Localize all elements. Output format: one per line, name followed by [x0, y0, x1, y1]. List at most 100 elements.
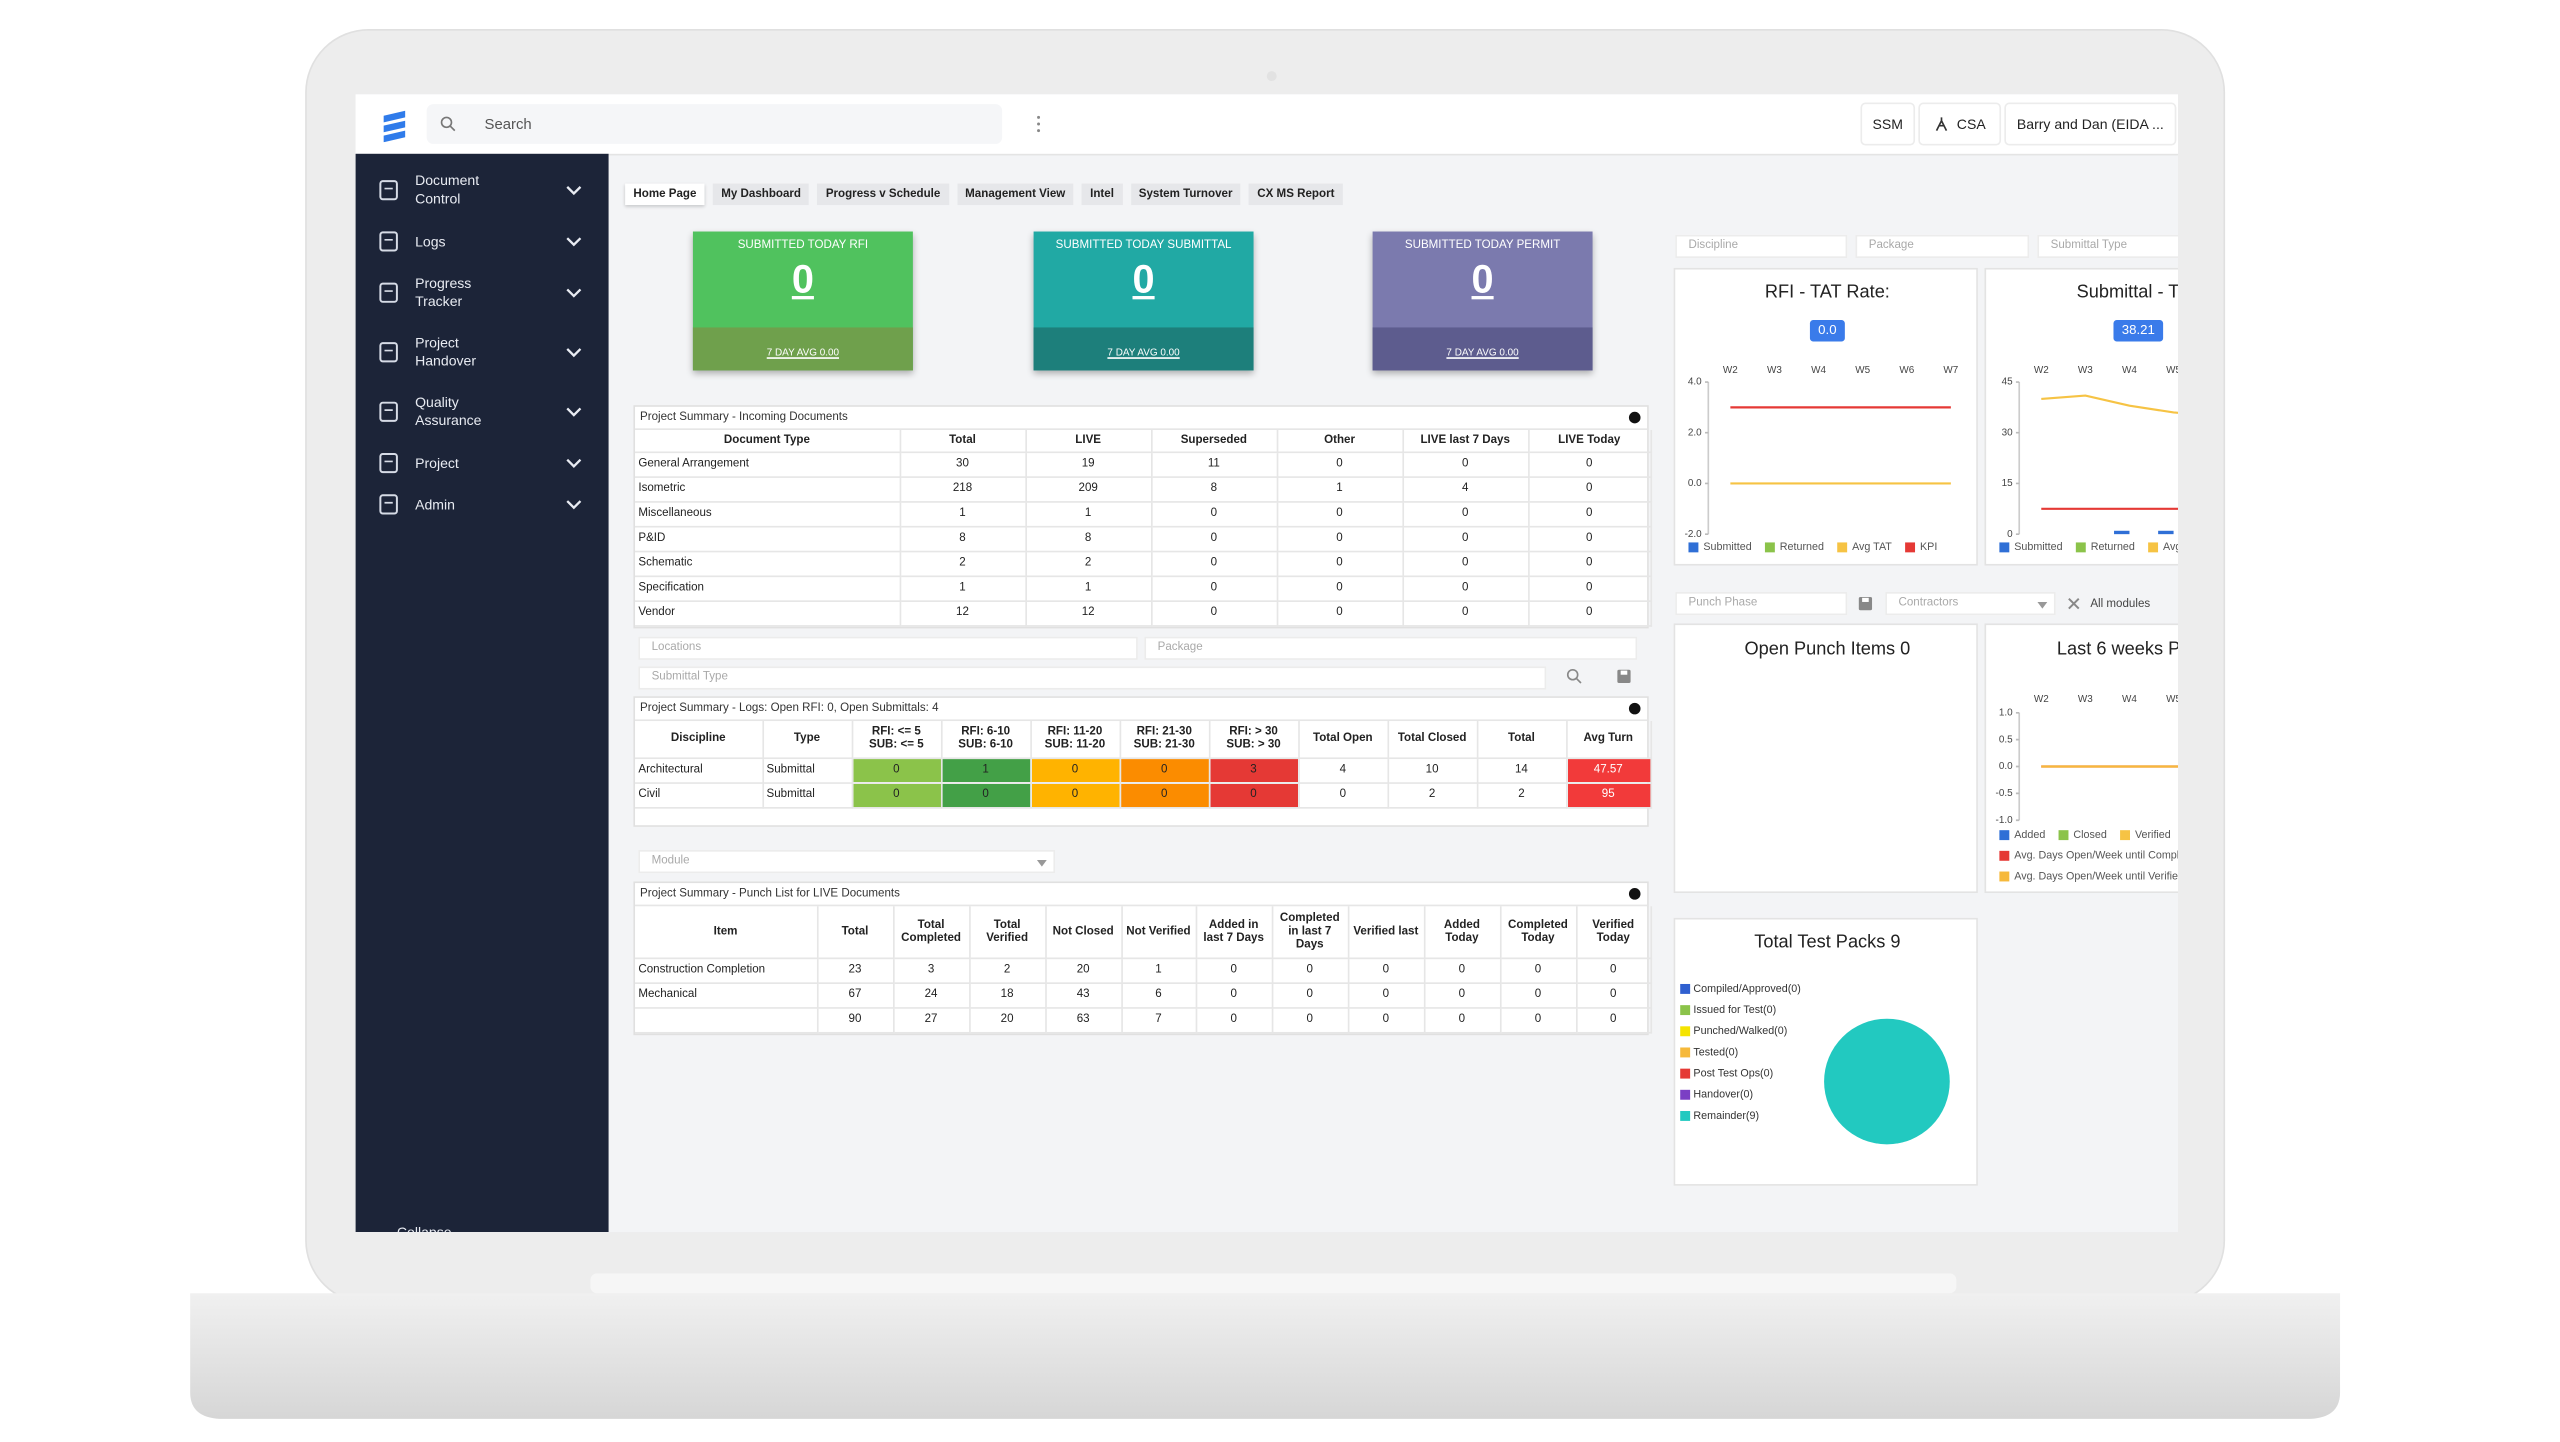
- legend-label: Remainder(9): [1693, 1110, 1759, 1122]
- table-cell: 0: [1423, 958, 1501, 984]
- table-cell: 0: [1528, 576, 1652, 602]
- collapse-icon[interactable]: [1628, 888, 1641, 900]
- filter-option[interactable]: All modules: [2090, 598, 2151, 611]
- tab[interactable]: CX MS Report: [1248, 183, 1343, 206]
- legend-label: Added: [2014, 829, 2045, 841]
- filter-input[interactable]: Locations: [638, 636, 1138, 660]
- filter-input[interactable]: Module: [638, 850, 1056, 874]
- sidebar-item[interactable]: Logs: [377, 217, 592, 267]
- kpi-average[interactable]: 7 DAY AVG 0.00: [1107, 348, 1180, 359]
- badge: [1809, 320, 1845, 342]
- header-item-text: Barry and Dan (EIDA ...: [2016, 115, 2164, 133]
- kpi-average[interactable]: 7 DAY AVG 0.00: [1446, 348, 1519, 359]
- table-cell: 11: [1151, 452, 1278, 478]
- filter-input[interactable]: Submittal Type: [2037, 234, 2178, 258]
- legend-label: KPI: [1920, 541, 1937, 553]
- tab[interactable]: My Dashboard: [712, 183, 810, 206]
- table-cell: Construction Completion: [635, 958, 818, 984]
- legend-swatch: [1680, 983, 1691, 994]
- sidebar-item[interactable]: Admin: [377, 480, 592, 530]
- column-header: Verified last: [1347, 906, 1425, 960]
- y-tick-label: 0: [2007, 529, 2013, 540]
- collapse-icon[interactable]: [1628, 702, 1641, 715]
- filter-input[interactable]: Contractors: [1885, 592, 2056, 616]
- sidebar-item[interactable]: Project: [377, 438, 592, 488]
- table-cell: 67: [816, 983, 894, 1009]
- legend-swatch: [1999, 542, 2010, 553]
- tab[interactable]: System Turnover: [1130, 183, 1241, 206]
- tab[interactable]: Home Page: [625, 183, 705, 206]
- filter-input[interactable]: Submittal Type: [638, 666, 1547, 690]
- x-tick-label: W6: [1899, 365, 1914, 376]
- table-cell: 0: [1195, 983, 1273, 1009]
- table-cell: 0: [1151, 526, 1278, 553]
- collapse-icon[interactable]: [1628, 411, 1641, 424]
- filter-input[interactable]: Discipline: [1675, 234, 1848, 258]
- table-cell: 0: [1499, 1007, 1577, 1034]
- sidebar-icon: [379, 231, 398, 252]
- filter-input[interactable]: Package: [1144, 636, 1638, 660]
- icon-shape: [379, 494, 398, 515]
- column-header: Total Open: [1298, 721, 1389, 760]
- table-cell: 0: [1195, 1007, 1273, 1034]
- table-cell: 20: [969, 1007, 1046, 1034]
- sidebar-icon: [379, 180, 398, 201]
- sidebar-item[interactable]: Project Handover: [377, 327, 592, 377]
- panel: Project Summary - Logs: Open RFI: 0, Ope…: [633, 696, 1652, 827]
- panel-title-text: Project Summary - Punch List for LIVE Do…: [640, 888, 900, 900]
- tab[interactable]: Management View: [956, 183, 1074, 206]
- header-item[interactable]: SSM: [1860, 102, 1916, 146]
- column-header: Verified Today: [1576, 906, 1652, 960]
- column-header: Total: [1476, 721, 1567, 760]
- table-cell: 0: [1276, 551, 1404, 578]
- table-cell: 0: [1276, 501, 1404, 528]
- menu-dots[interactable]: [1035, 114, 1042, 134]
- table-cell: 0: [1402, 551, 1529, 578]
- filter-input[interactable]: Package: [1855, 234, 2030, 258]
- header-item-text: CSA: [1956, 115, 1986, 133]
- user-icon: [1936, 117, 1948, 132]
- filter-input[interactable]: Punch Phase: [1675, 592, 1848, 616]
- kpi-value: 0: [1132, 257, 1155, 303]
- sidebar-label: Progress Tracker: [415, 274, 472, 310]
- header-item[interactable]: CSA: [1918, 102, 2002, 146]
- tab[interactable]: Intel: [1081, 183, 1123, 206]
- y-tick-label: -2.0: [1685, 529, 1703, 540]
- sidebar-collapse[interactable]: Collapse: [396, 1223, 452, 1233]
- sidebar-item[interactable]: Document Control: [377, 165, 592, 215]
- header-item[interactable]: Barry and Dan (EIDA ...: [2004, 102, 2177, 146]
- table-cell: 0: [1528, 526, 1652, 553]
- x-tick-label: W3: [2078, 365, 2093, 376]
- table-cell: 0: [1423, 1007, 1501, 1034]
- chart: Last 6 weeks Punch 1.0 0.5 0.0 -0.5 -1.0 W2 W3 W…: [1996, 639, 2178, 882]
- column-header: Total: [816, 906, 894, 960]
- badge: [2113, 320, 2164, 342]
- chevron: [566, 500, 582, 510]
- table-cell: 1: [1025, 501, 1152, 528]
- table-cell: 0: [1528, 601, 1652, 627]
- sidebar-item[interactable]: Quality Assurance: [377, 387, 592, 437]
- table-cell: [635, 1007, 818, 1034]
- legend-swatch: [1680, 1047, 1691, 1058]
- chevron: [566, 288, 582, 298]
- tab[interactable]: Progress v Schedule: [817, 183, 949, 206]
- search-box[interactable]: [426, 104, 1003, 144]
- save-icon: [1858, 597, 1873, 611]
- tab-bar: Home Page My Dashboard Progress v Schedule…: [625, 183, 1617, 206]
- data-table: Item Total Total Completed Total Verified No…: [635, 906, 1652, 1034]
- legend-label: Verified: [2135, 829, 2171, 841]
- kpi-title: SUBMITTED TODAY PERMIT: [1404, 239, 1561, 252]
- legend-label: Tested(0): [1693, 1046, 1738, 1058]
- table-row: Vendor 12 12 0 0 0 0: [635, 601, 1652, 627]
- table-cell: 0: [1195, 958, 1273, 984]
- table-cell: 47.57: [1566, 758, 1652, 784]
- column-header: RFI: 21-30 SUB: 21-30: [1119, 721, 1210, 760]
- sidebar-item[interactable]: Progress Tracker: [377, 268, 592, 318]
- panel: Project Summary - Incoming Documents Docu…: [633, 405, 1652, 629]
- legend-swatch: [1999, 871, 2010, 882]
- filter-placeholder: Locations: [651, 641, 702, 654]
- legend-swatch: [2120, 830, 2130, 841]
- bar: [2114, 530, 2130, 535]
- kpi-average[interactable]: 7 DAY AVG 0.00: [766, 348, 840, 359]
